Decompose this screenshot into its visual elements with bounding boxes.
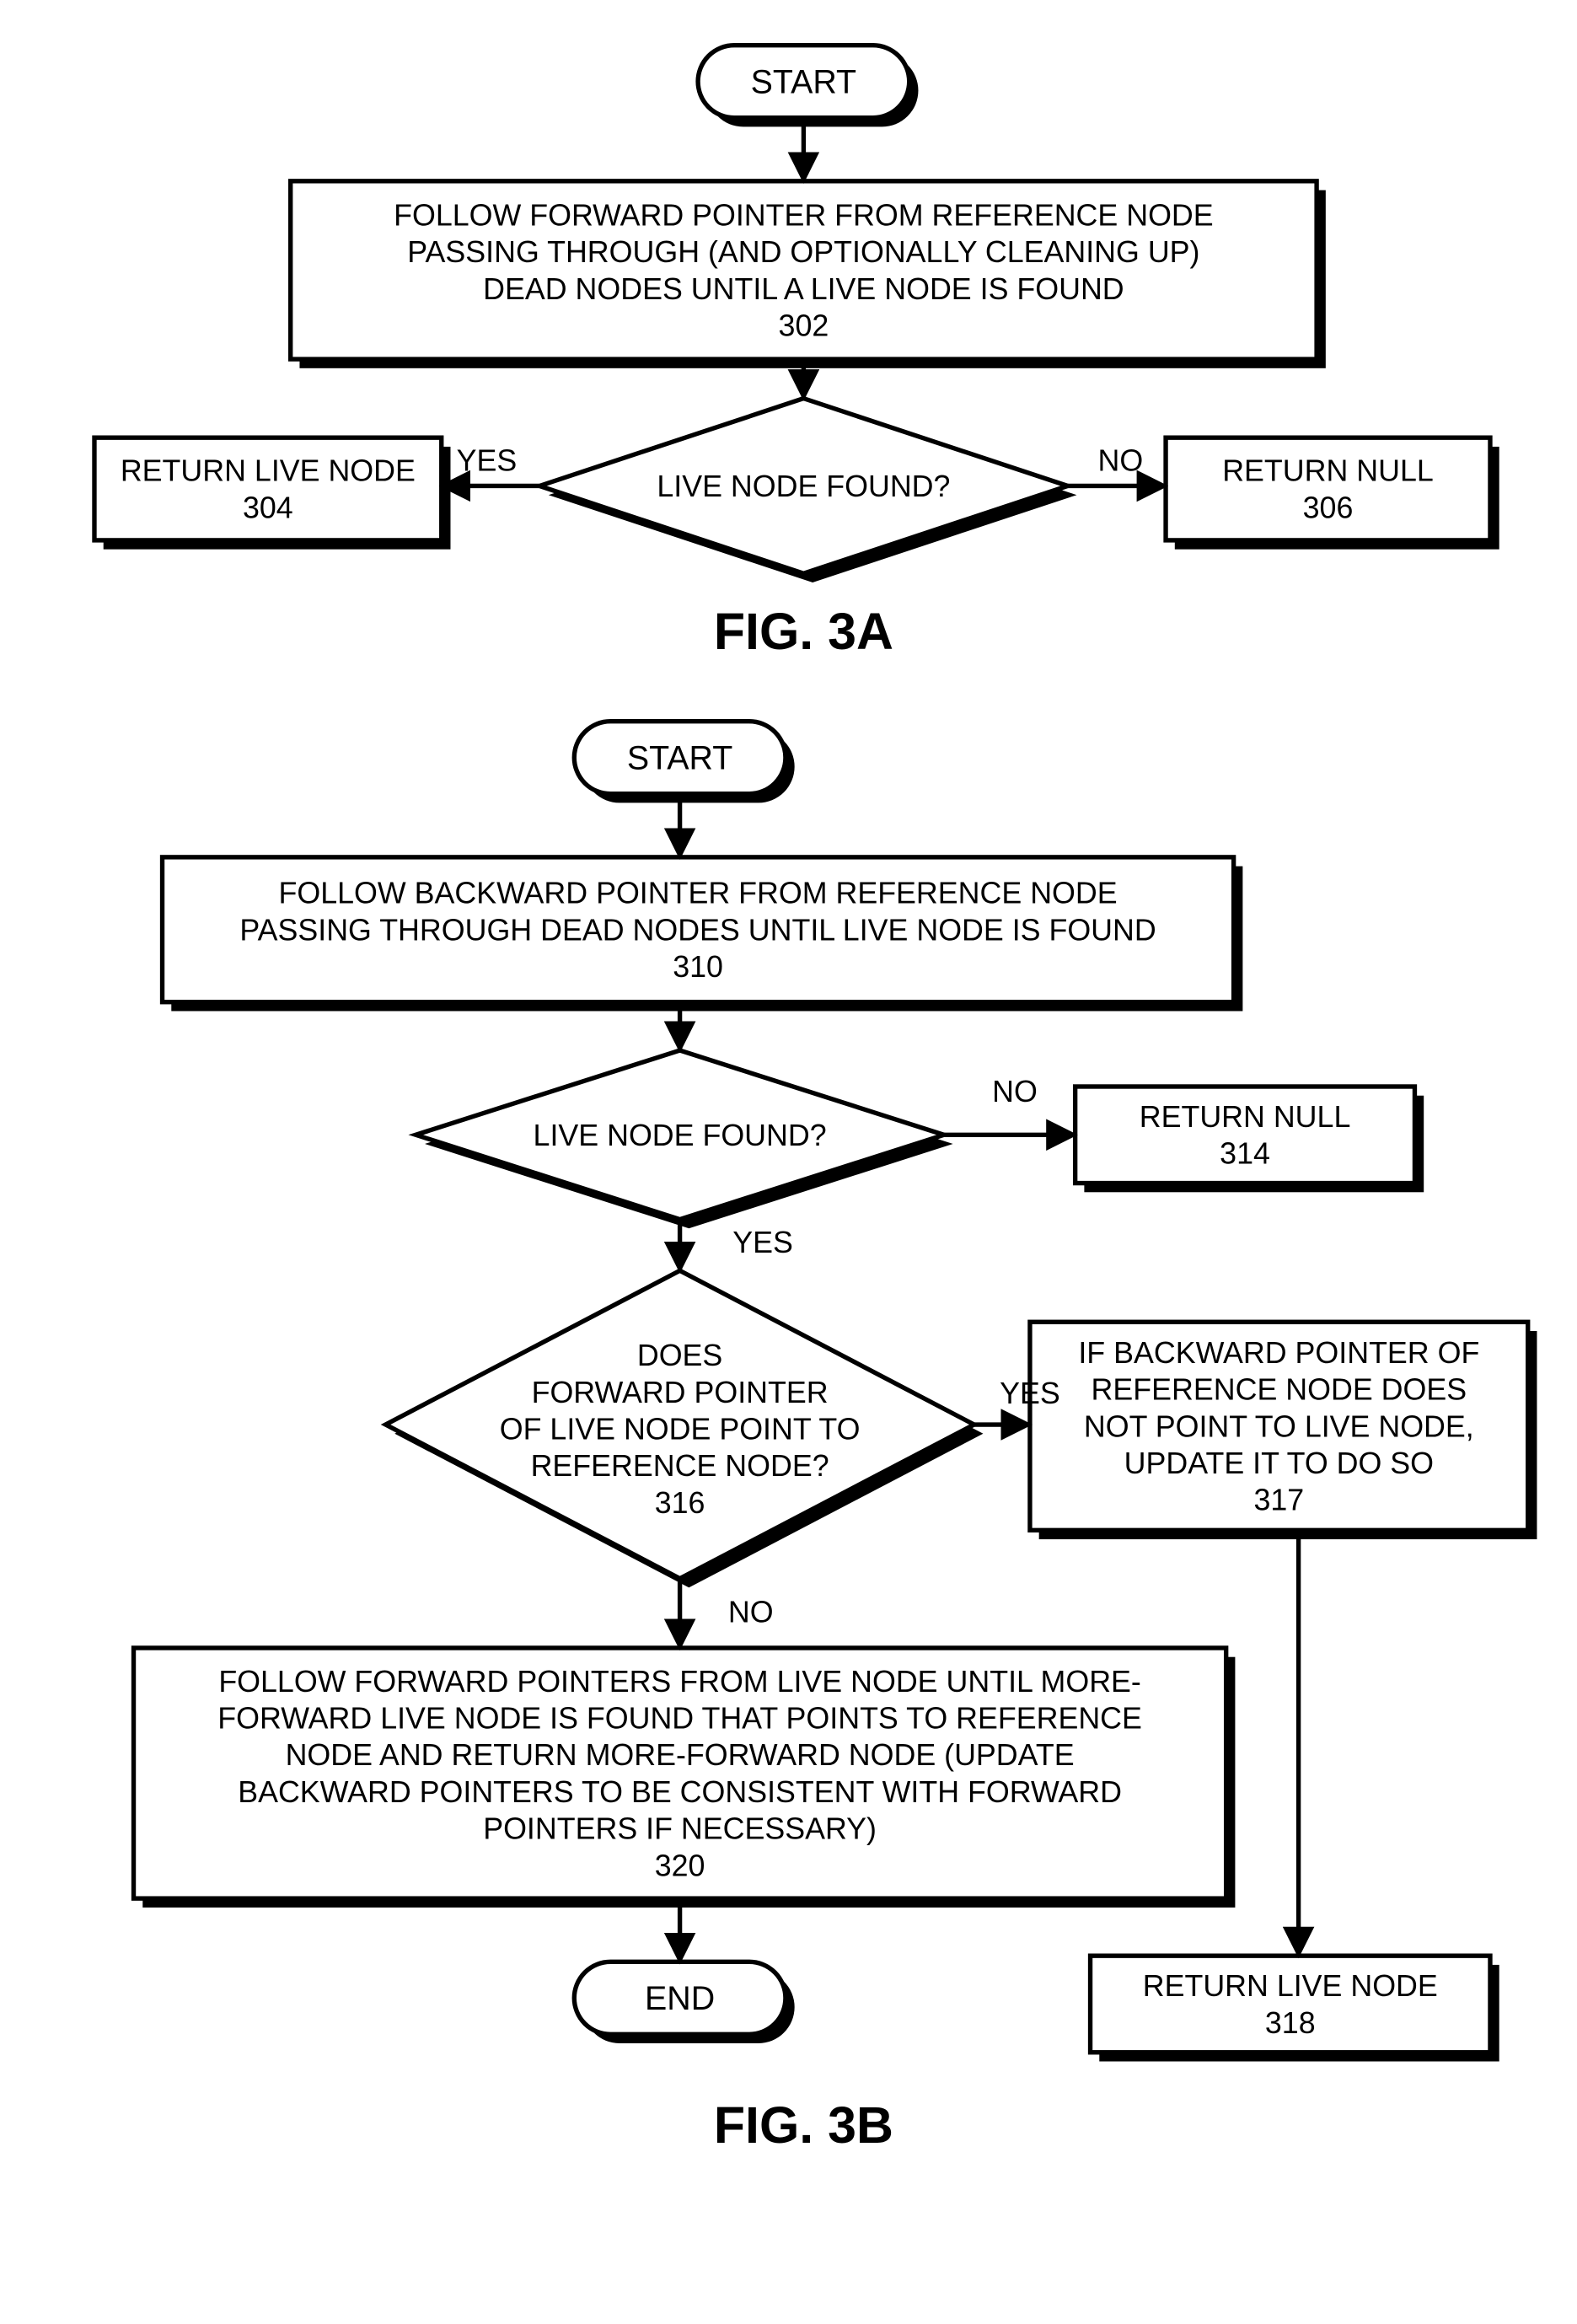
- figA-box-304: [94, 437, 442, 540]
- figB-decision-1-text: LIVE NODE FOUND?: [534, 1119, 827, 1152]
- figA-decision-text: LIVE NODE FOUND?: [657, 470, 950, 503]
- branch-label: YES: [732, 1226, 793, 1259]
- branch-label: NO: [992, 1075, 1038, 1108]
- branch-label: YES: [457, 444, 518, 478]
- figB-end-label: END: [645, 1980, 715, 2017]
- flowchart-svg: STARTFOLLOW FORWARD POINTER FROM REFEREN…: [0, 0, 1577, 2324]
- figB-title: FIG. 3B: [714, 2096, 893, 2154]
- figA-box-306: [1166, 437, 1490, 540]
- branch-label: NO: [1098, 444, 1144, 478]
- branch-label: YES: [1000, 1377, 1060, 1410]
- figA-start-label: START: [751, 63, 856, 100]
- figB-start-label: START: [627, 739, 732, 776]
- figA-title: FIG. 3A: [714, 603, 893, 660]
- branch-label: NO: [728, 1596, 774, 1629]
